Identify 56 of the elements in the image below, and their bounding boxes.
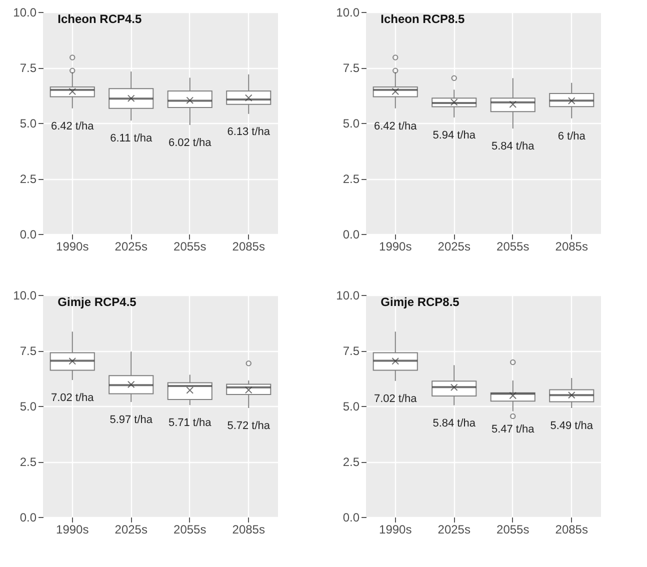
x-tick-label: 2055s: [496, 240, 530, 254]
annotation: 5.94 t/ha: [432, 129, 476, 142]
x-tick-label: 2025s: [438, 240, 470, 254]
x-tick-label: 2055s: [174, 240, 206, 254]
x-tick-label: 1990s: [379, 522, 412, 536]
chart-title: Gimje RCP8.5: [380, 295, 460, 309]
y-tick-label: 2.5: [342, 172, 360, 186]
annotation: 6.11 t/ha: [110, 132, 154, 145]
annotation: 6.42 t/ha: [374, 120, 418, 132]
y-tick-label: 0.0: [20, 228, 37, 242]
x-tick-label: 2085s: [232, 240, 265, 254]
annotation: 5.84 t/ha: [432, 417, 476, 430]
annotation: 6.42 t/ha: [50, 120, 95, 132]
y-tick-label: 0.0: [342, 228, 360, 242]
annotation: 5.72 t/ha: [227, 420, 271, 432]
annotation: 5.47 t/ha: [491, 423, 536, 436]
y-tick-label: 5.0: [20, 400, 37, 414]
x-tick-label: 1990s: [56, 240, 89, 254]
x-tick-label: 2025s: [114, 522, 148, 536]
y-tick-label: 5.0: [342, 400, 360, 414]
y-tick-label: 10.0: [13, 6, 37, 20]
y-tick-label: 5.0: [342, 116, 360, 130]
annotation: 5.49 t/ha: [550, 420, 594, 432]
y-tick-label: 2.5: [342, 455, 360, 469]
x-tick-label: 2025s: [438, 522, 470, 536]
x-tick-label: 1990s: [379, 240, 412, 254]
y-tick-label: 2.5: [20, 455, 37, 469]
annotation: 6 t/ha: [558, 130, 586, 142]
x-tick-label: 1990s: [56, 522, 89, 536]
annotation: 5.84 t/ha: [491, 140, 536, 153]
x-tick-label: 2055s: [174, 522, 206, 536]
y-tick-label: 10.0: [336, 288, 360, 302]
annotation: 5.71 t/ha: [168, 417, 212, 430]
y-tick-label: 10.0: [336, 6, 360, 20]
chart-title: Icheon RCP4.5: [58, 12, 142, 26]
annotation: 7.02 t/ha: [374, 392, 418, 405]
y-tick-label: 7.5: [20, 344, 37, 358]
x-tick-label: 2085s: [555, 240, 588, 254]
annotation: 7.02 t/ha: [50, 392, 95, 404]
y-tick-label: 2.5: [20, 172, 37, 186]
x-tick-label: 2085s: [232, 522, 265, 536]
chart-title: Gimje RCP4.5: [58, 295, 137, 309]
x-tick-label: 2085s: [555, 522, 588, 536]
annotation: 6.13 t/ha: [227, 126, 271, 138]
x-tick-label: 2055s: [496, 522, 530, 536]
x-tick-label: 2025s: [114, 240, 148, 254]
y-tick-label: 5.0: [20, 116, 37, 130]
chart-title: Icheon RCP8.5: [380, 12, 465, 26]
y-tick-label: 0.0: [20, 510, 37, 524]
y-tick-label: 10.0: [13, 288, 37, 302]
y-tick-label: 7.5: [342, 344, 360, 358]
y-tick-label: 0.0: [342, 510, 360, 524]
y-tick-label: 7.5: [20, 61, 37, 75]
annotation: 5.97 t/ha: [110, 414, 154, 426]
annotation: 6.02 t/ha: [168, 137, 212, 149]
y-tick-label: 7.5: [342, 61, 360, 75]
